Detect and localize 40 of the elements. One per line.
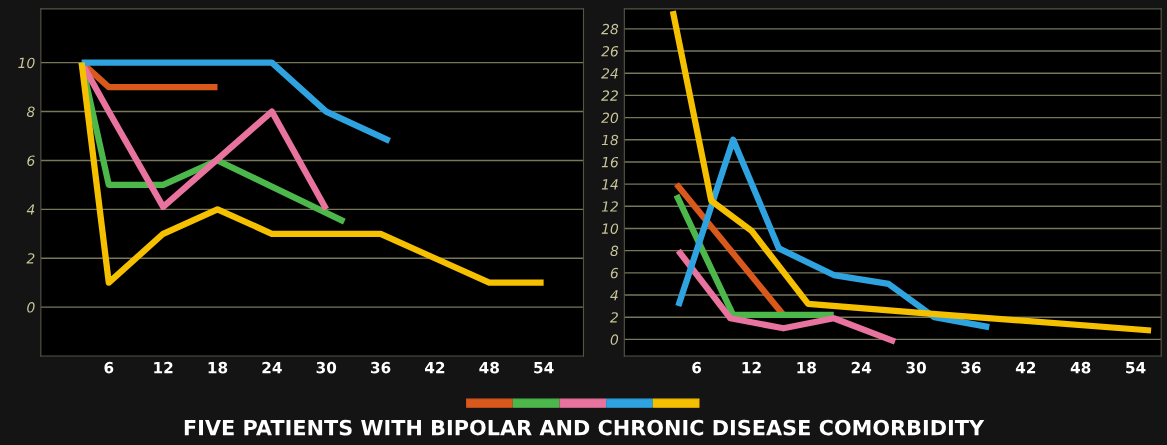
x-tick-label: 6 (104, 361, 114, 374)
x-tick-label: 42 (1015, 361, 1036, 374)
y-tick-label: 8 (26, 106, 35, 118)
y-tick-label: 2 (610, 312, 618, 323)
x-tick-label: 54 (1126, 362, 1146, 374)
y-tick-label: 24 (601, 68, 618, 79)
y-tick-label: 2 (26, 253, 35, 264)
x-tick-label: 48 (479, 361, 499, 374)
y-tick-label: 6 (610, 267, 619, 279)
y-tick-label: 6 (27, 155, 35, 166)
x-tick-label: 12 (154, 361, 173, 374)
x-tick-label: 54 (534, 362, 554, 374)
x-tick-label: 18 (797, 361, 817, 374)
y-tick-label: 22 (601, 90, 618, 101)
y-tick-label: 28 (601, 23, 619, 35)
y-tick-label: 10 (601, 223, 619, 234)
y-tick-label: 20 (601, 112, 619, 124)
y-tick-label: 4 (610, 290, 618, 301)
x-tick-label: 42 (424, 361, 445, 374)
x-tick-label: 30 (316, 361, 337, 374)
x-tick-label: 12 (742, 361, 761, 374)
x-tick-label: 24 (262, 361, 282, 374)
y-tick-label: 18 (601, 134, 619, 146)
y-tick-label: 8 (610, 245, 619, 257)
y-tick-label: 4 (26, 204, 35, 215)
x-tick-label: 30 (906, 361, 926, 374)
y-tick-label: 14 (601, 179, 618, 190)
y-tick-label: 16 (601, 156, 619, 168)
x-tick-label: 36 (370, 361, 391, 374)
y-tick-label: 10 (18, 57, 35, 69)
y-tick-label: 26 (601, 46, 619, 57)
x-tick-label: 6 (692, 361, 702, 374)
y-tick-label: 12 (601, 201, 618, 212)
x-tick-label: 36 (961, 361, 981, 374)
x-tick-label: 18 (208, 361, 228, 374)
x-tick-label: 48 (1070, 361, 1091, 374)
y-tick-label: 0 (610, 334, 619, 345)
x-tick-label: 24 (851, 361, 872, 374)
text: FIVE PATIENTS WITH BIPOLAR AND CHRONIC DISEASE COMORBIDITY (184, 419, 985, 436)
y-tick-label: 0 (27, 302, 35, 313)
